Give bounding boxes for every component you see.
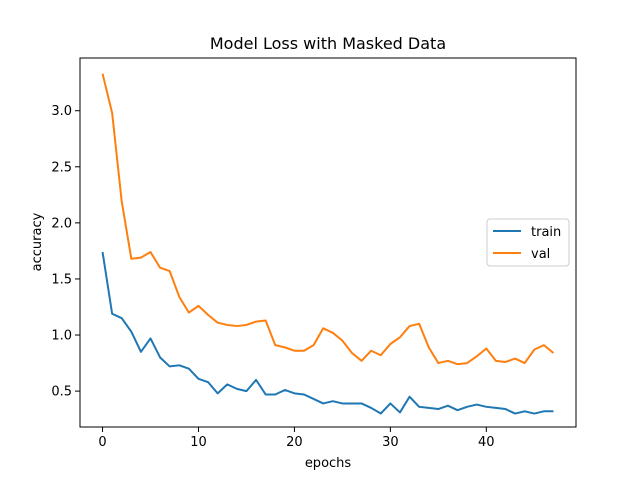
x-tick-label: 40 <box>478 435 495 450</box>
y-tick-label: 2.5 <box>51 160 72 175</box>
y-tick-label: 2.0 <box>51 216 72 231</box>
series-line-train <box>101 251 554 415</box>
x-tick-label: 20 <box>286 435 303 450</box>
x-tick-label: 10 <box>190 435 207 450</box>
y-axis-label: accuracy <box>30 212 45 271</box>
y-tick-label: 1.5 <box>51 272 72 287</box>
plot-frame <box>79 57 577 428</box>
x-tick-label: 0 <box>98 435 106 450</box>
y-tick-label: 1.0 <box>51 329 72 344</box>
ticks-layer: 0 10 20 30 40 0.5 1.0 1.5 2.0 2.5 3.0 <box>51 104 494 450</box>
series-line-val <box>101 73 555 366</box>
legend-label-train: train <box>531 225 561 240</box>
y-tick-label: 3.0 <box>51 104 72 119</box>
series-layer <box>101 73 555 415</box>
legend-label-val: val <box>531 247 550 262</box>
legend: train val <box>486 218 570 267</box>
x-tick-label: 30 <box>382 435 399 450</box>
y-tick-label: 0.5 <box>51 385 72 400</box>
x-axis-label: epochs <box>305 456 352 471</box>
chart-title: Model Loss with Masked Data <box>210 34 446 53</box>
